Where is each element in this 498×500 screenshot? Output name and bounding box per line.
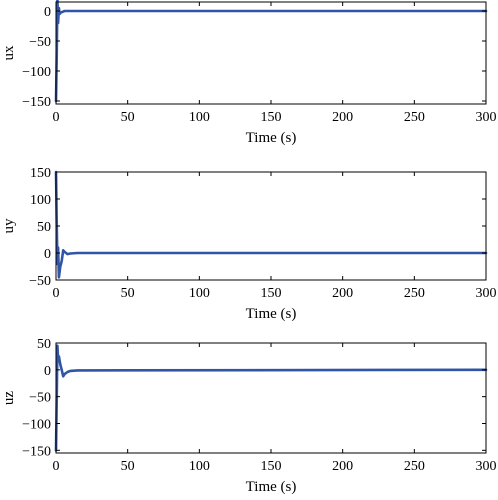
y-tick-label: 50 bbox=[37, 220, 51, 235]
x-tick-label: 200 bbox=[332, 459, 353, 474]
x-tick-label: 250 bbox=[404, 110, 425, 125]
y-tick-label: −100 bbox=[22, 65, 51, 80]
y-axis-title: uz bbox=[1, 391, 17, 406]
y-axis-title: uy bbox=[1, 218, 17, 234]
x-tick-label: 200 bbox=[332, 110, 353, 125]
x-tick-label: 250 bbox=[404, 459, 425, 474]
y-tick-label: −50 bbox=[29, 274, 51, 289]
series-line-uz bbox=[54, 344, 488, 452]
x-tick-label: 150 bbox=[261, 110, 282, 125]
x-axis-title: Time (s) bbox=[246, 479, 297, 495]
y-tick-label: 0 bbox=[44, 5, 51, 20]
x-tick-label: 150 bbox=[261, 459, 282, 474]
plot-frame bbox=[55, 342, 487, 454]
y-tick-label: −100 bbox=[22, 417, 51, 432]
x-tick-label: 300 bbox=[476, 110, 497, 125]
y-tick-label: −150 bbox=[22, 444, 51, 459]
y-axis-title: ux bbox=[1, 45, 17, 61]
x-tick-label: 300 bbox=[476, 286, 497, 301]
y-tick-label: −150 bbox=[22, 95, 51, 110]
x-tick-label: 100 bbox=[189, 459, 210, 474]
plot-frame bbox=[55, 1, 487, 105]
y-tick-label: 150 bbox=[30, 166, 51, 181]
x-axis-title: Time (s) bbox=[246, 306, 297, 322]
plot-frame bbox=[55, 171, 487, 281]
y-tick-label: 50 bbox=[37, 337, 51, 352]
x-axis-title: Time (s) bbox=[246, 130, 297, 146]
x-tick-label: 50 bbox=[121, 110, 135, 125]
series-line-uy bbox=[54, 170, 488, 279]
x-tick-label: 0 bbox=[53, 286, 60, 301]
series-line-ux bbox=[54, 0, 488, 103]
x-tick-label: 0 bbox=[53, 459, 60, 474]
x-tick-label: 100 bbox=[189, 286, 210, 301]
y-tick-label: 100 bbox=[30, 193, 51, 208]
x-tick-label: 50 bbox=[121, 286, 135, 301]
x-tick-label: 250 bbox=[404, 286, 425, 301]
x-tick-label: 200 bbox=[332, 286, 353, 301]
x-tick-label: 300 bbox=[476, 459, 497, 474]
x-tick-label: 0 bbox=[53, 110, 60, 125]
subplot-ux: 0 50 100 150 200 250 300 0 −50 −100 −150 Time (s) ux bbox=[1, 0, 497, 146]
x-tick-label: 100 bbox=[189, 110, 210, 125]
y-tick-label: −50 bbox=[29, 35, 51, 50]
x-tick-label: 50 bbox=[121, 459, 135, 474]
y-tick-label: 0 bbox=[44, 364, 51, 379]
y-tick-label: −50 bbox=[29, 391, 51, 406]
x-tick-label: 150 bbox=[261, 286, 282, 301]
y-tick-label: 0 bbox=[44, 247, 51, 262]
subplot-uz: 0 50 100 150 200 250 300 50 0 −50 −100 −150 Time (s)… bbox=[1, 337, 497, 495]
